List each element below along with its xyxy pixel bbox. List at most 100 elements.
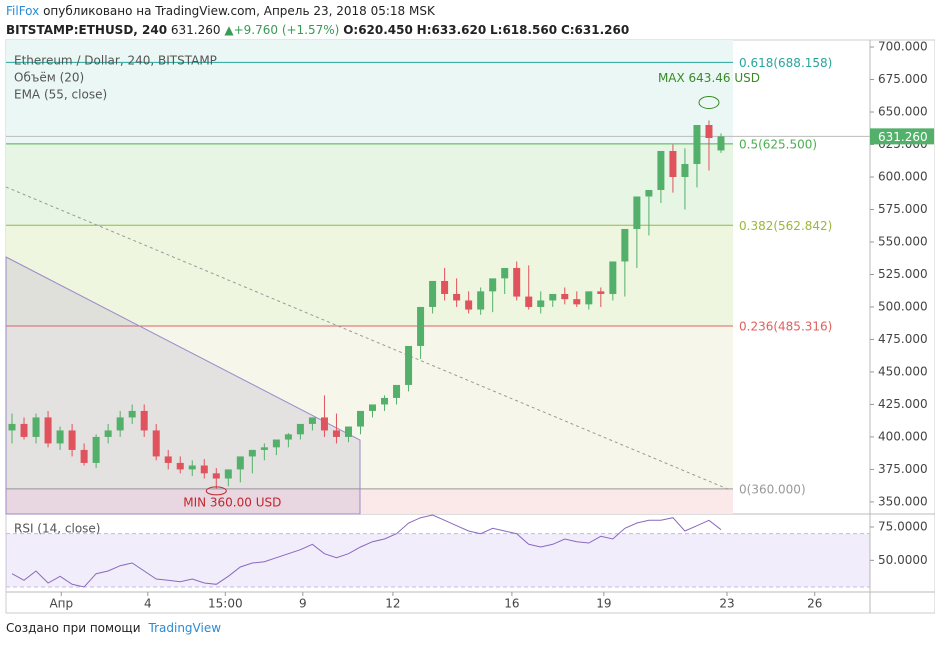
candle-body xyxy=(152,430,160,457)
x-tick-label: 12 xyxy=(385,597,400,611)
candle-body xyxy=(621,228,629,262)
x-tick-label: 15:00 xyxy=(208,597,243,611)
fib-label: 0.618(688.158) xyxy=(739,56,832,70)
x-tick-label: Апр xyxy=(49,597,73,611)
trend-line xyxy=(5,186,731,491)
candle-body xyxy=(248,449,256,457)
fib-label: 0(360.000) xyxy=(739,482,806,496)
y-tick-label: 600.000 xyxy=(878,169,928,183)
ohlc: O:620.450 xyxy=(343,23,413,37)
candle-body xyxy=(212,473,220,479)
candle-body xyxy=(369,404,377,411)
y-tick-label: 50.0000 xyxy=(878,553,928,567)
y-tick-label: 525.000 xyxy=(878,267,928,281)
candle-body xyxy=(501,267,509,279)
candle-body xyxy=(308,417,316,424)
price-tag xyxy=(870,128,934,145)
x-tick-label: 16 xyxy=(504,597,519,611)
candle-body xyxy=(332,430,340,437)
candle-body xyxy=(705,125,713,138)
annotation: MAX 643.46 USD xyxy=(658,71,760,85)
header: FilFox опубликовано на TradingView.com, … xyxy=(6,2,629,40)
candle-body xyxy=(284,434,292,440)
candle-body xyxy=(465,300,473,310)
annotation-circle xyxy=(205,486,227,496)
candle-body xyxy=(633,196,641,229)
candle-body xyxy=(344,426,352,437)
fib-zone xyxy=(6,143,733,226)
y-tick-label: 350.000 xyxy=(878,494,928,508)
candle-body xyxy=(296,423,304,435)
candle-body xyxy=(320,417,328,431)
header-text: опубликовано на TradingView.com, Апрель … xyxy=(43,4,435,18)
y-tick-label: 75.0000 xyxy=(878,520,928,534)
annotation-circle xyxy=(698,96,720,110)
change: +9.760 (+1.57%) xyxy=(233,23,340,37)
fib-label: 0.5(625.500) xyxy=(739,137,817,151)
candle-body xyxy=(657,150,665,190)
candle-body xyxy=(44,417,52,444)
y-tick-label: 375.000 xyxy=(878,462,928,476)
candle-body xyxy=(405,345,413,385)
candle-body xyxy=(116,417,124,431)
candle-body xyxy=(609,261,617,294)
x-tick-label: 19 xyxy=(596,597,611,611)
price-tag-label: 631.260 xyxy=(878,130,928,144)
candle-body xyxy=(272,439,280,448)
candle-body xyxy=(32,417,40,437)
legend-title: Ethereum / Dollar, 240, BITSTAMP xyxy=(14,54,217,68)
fib-zone xyxy=(6,488,733,514)
y-tick-label: 650.000 xyxy=(878,105,928,119)
candle-body xyxy=(80,449,88,463)
candle-body xyxy=(537,300,545,307)
candle-body xyxy=(645,189,653,197)
candle-body xyxy=(453,293,461,301)
candle-body xyxy=(381,397,389,405)
y-tick-label: 450.000 xyxy=(878,364,928,378)
candle-body xyxy=(188,465,196,470)
candle-body xyxy=(429,280,437,307)
footer: Создано при помощи TradingView xyxy=(6,621,221,635)
brand: FilFox xyxy=(6,4,40,18)
candle-body xyxy=(549,293,557,301)
chart: 0.618(688.158) 0.5(625.500) 0.382(562.842)… xyxy=(5,39,935,614)
arrow: ▲ xyxy=(224,23,234,37)
candle-body xyxy=(417,306,425,346)
candle-body xyxy=(20,423,28,437)
candle-body xyxy=(693,125,701,164)
y-tick-label: 550.000 xyxy=(878,234,928,248)
candle-body xyxy=(224,469,232,479)
y-tick-label: 475.000 xyxy=(878,332,928,346)
candle-body xyxy=(513,267,521,297)
ohlc: H:633.620 xyxy=(416,23,487,37)
candle-body xyxy=(128,410,136,418)
candle-body xyxy=(477,291,485,310)
y-tick-label: 425.000 xyxy=(878,397,928,411)
y-tick-label: 675.000 xyxy=(878,72,928,86)
candle-body xyxy=(356,410,364,427)
annotation: MIN 360.00 USD xyxy=(183,495,281,509)
candle-body xyxy=(441,280,449,294)
y-tick-label: 500.000 xyxy=(878,299,928,313)
symbol: BITSTAMP:ETHUSD, 240 xyxy=(6,23,168,37)
y-tick-label: 575.000 xyxy=(878,202,928,216)
x-tick-label: 9 xyxy=(299,597,307,611)
rsi-line xyxy=(11,514,722,588)
rsi-band xyxy=(6,533,870,587)
candle-body xyxy=(104,430,112,437)
candle-body xyxy=(164,456,172,463)
candle-body xyxy=(669,150,677,177)
fib-zone xyxy=(6,40,733,63)
x-tick-label: 4 xyxy=(144,597,152,611)
fib-label: 0.382(562.842) xyxy=(739,219,832,233)
logo[interactable]: TradingView xyxy=(148,621,222,635)
candle-body xyxy=(176,462,184,470)
candle-body xyxy=(489,278,497,292)
candle-body xyxy=(525,296,533,307)
ohlc: C:631.260 xyxy=(560,23,630,37)
rsi-title: RSI (14, close) xyxy=(14,522,100,536)
footer-text: Создано при помощи xyxy=(6,621,141,635)
candle-body xyxy=(597,291,605,294)
candle-body xyxy=(236,456,244,470)
